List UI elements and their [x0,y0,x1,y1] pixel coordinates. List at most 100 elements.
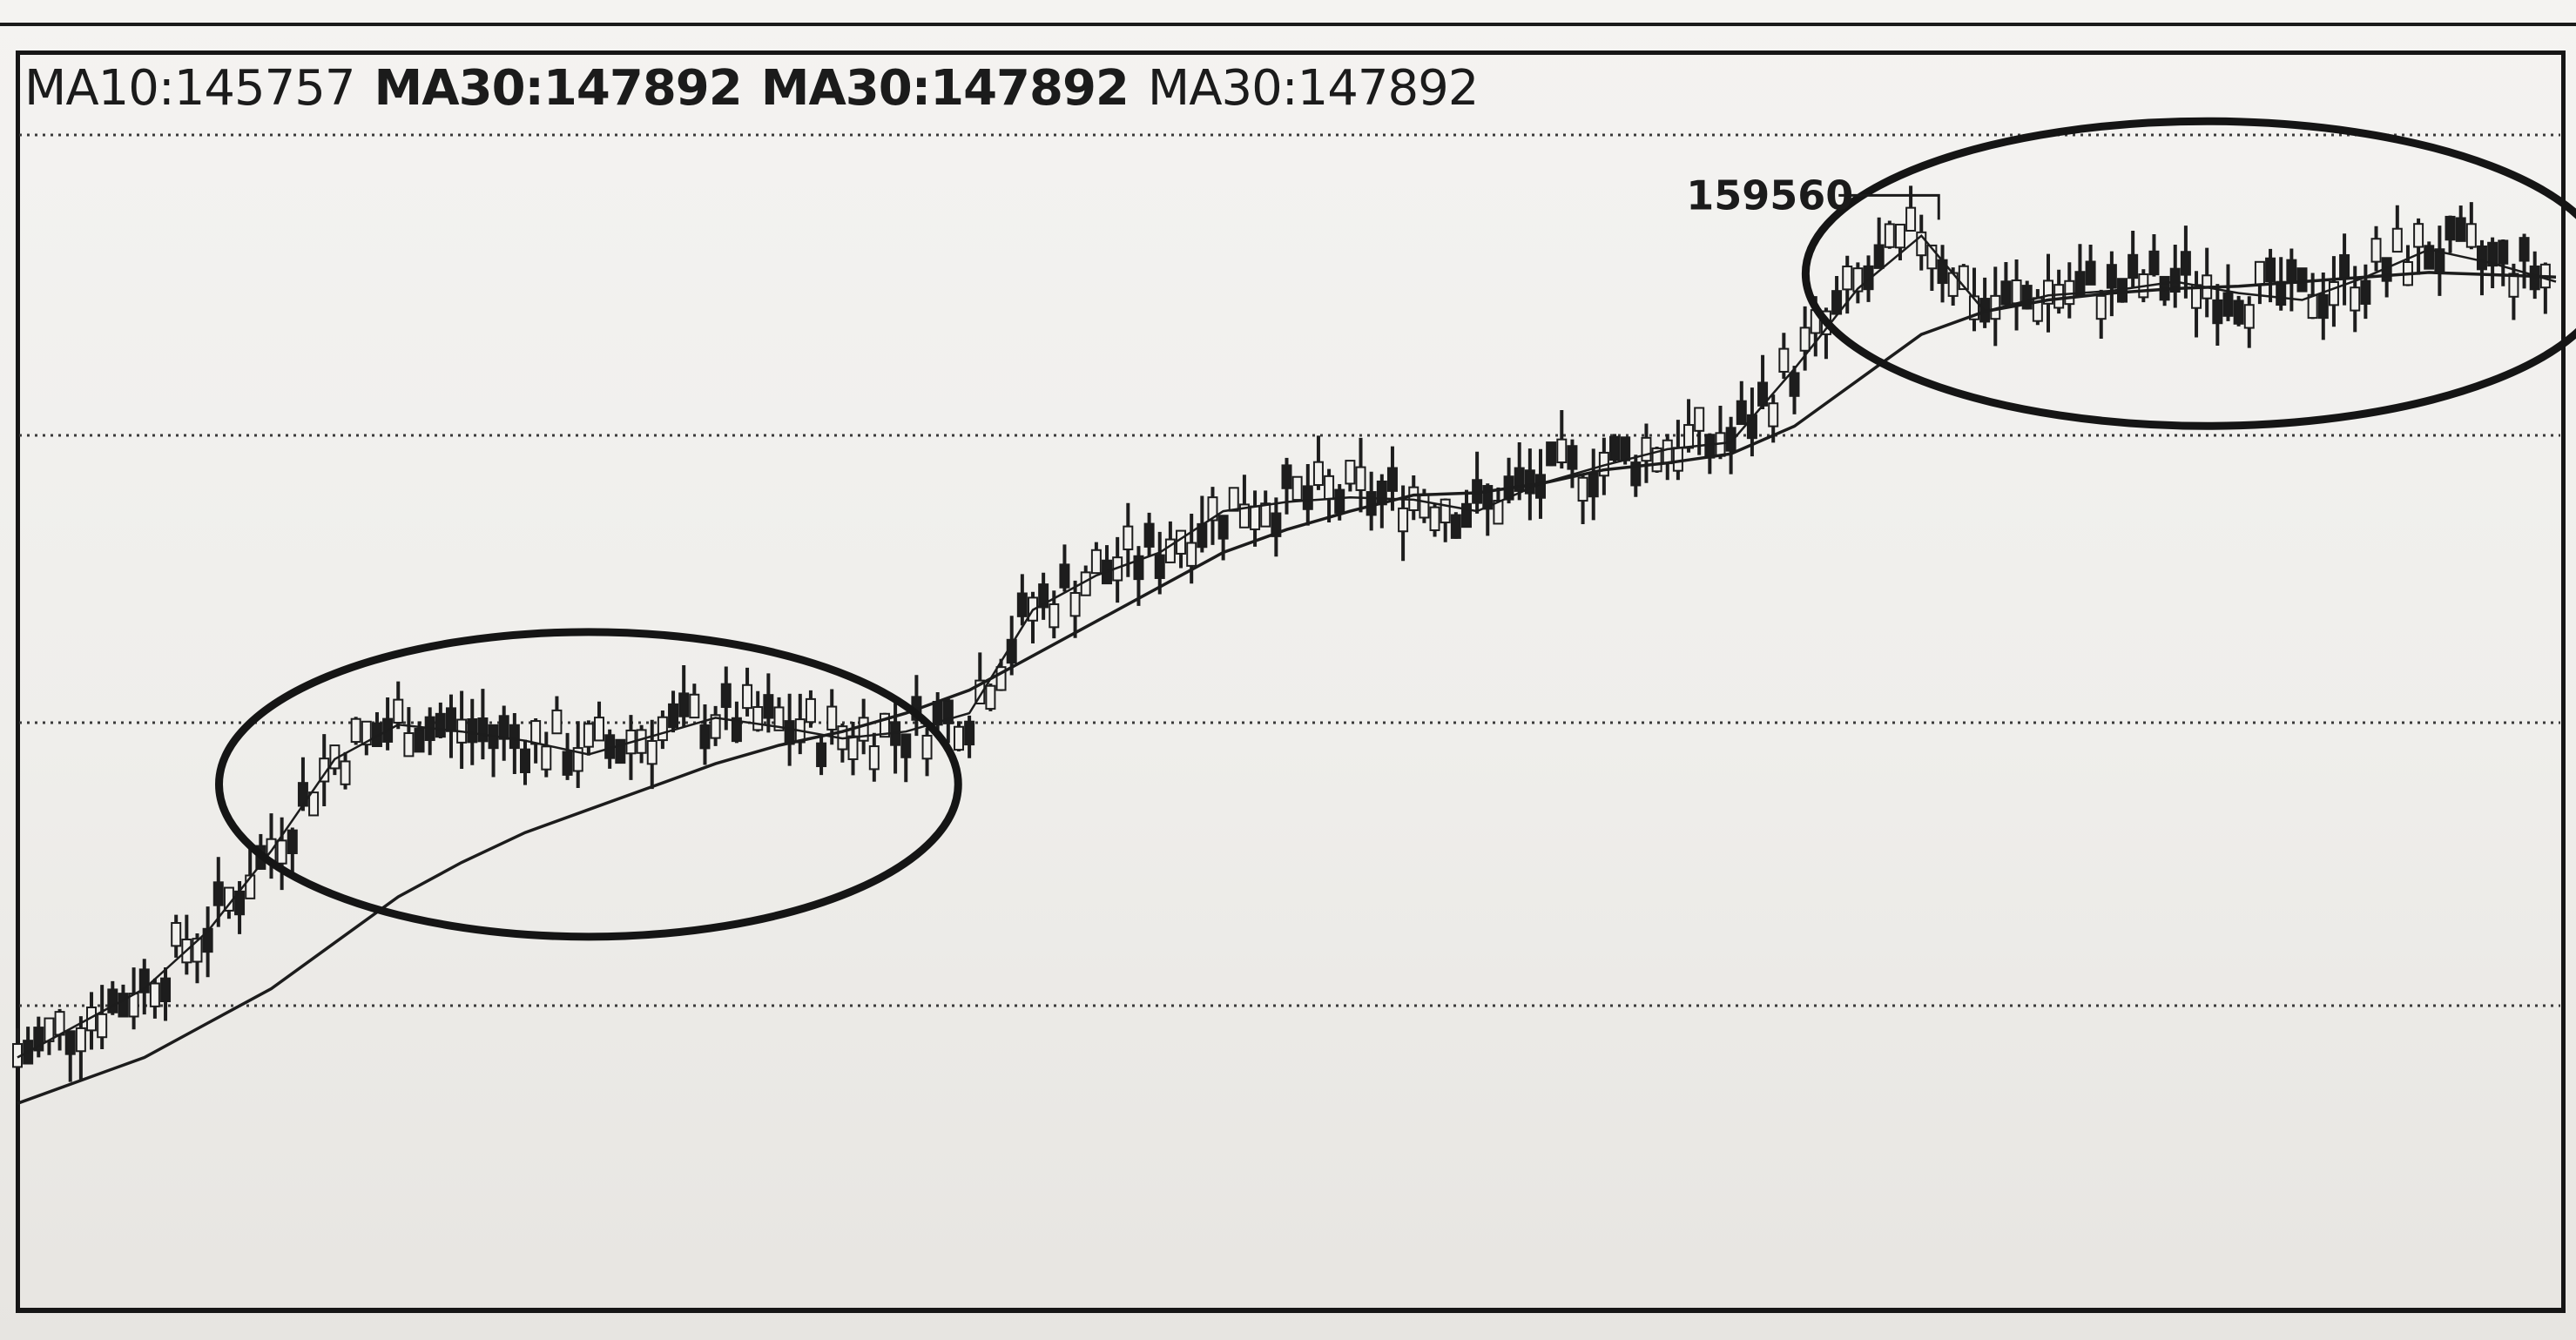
price-bar-body [2169,267,2181,293]
price-bar-body [138,968,150,993]
price-bar-body [308,791,320,817]
annotations: 159560 [1686,172,1940,220]
price-bar-body [763,694,774,719]
price-bar-body [1123,525,1134,550]
price-bar-body [1746,414,1757,440]
price-bar-body [1725,427,1736,452]
price-bar-body [2011,279,2022,305]
price-bar-body [1577,476,1588,502]
price-bar-body [1514,467,1525,492]
price-bar-body [1133,555,1144,581]
price-bar-body [1164,538,1176,563]
price-bar-body [276,839,287,865]
legend-item-ma10: MA10:145757 [24,59,356,117]
price-bar-body [1736,400,1747,426]
price-bar-body [1450,514,1461,539]
price-bar-body [414,728,425,753]
price-bar-body [1609,435,1621,461]
price-bar-body [1672,447,1683,472]
price-bar-body [868,745,880,771]
price-bar-body [1398,507,1409,533]
price-bar-body [403,732,415,758]
price-bar-body [2128,253,2139,279]
price-bar-body [1968,295,1979,320]
price-bar-body [2265,257,2276,283]
price-bar-body [974,679,986,704]
price-bar-body [678,692,690,717]
price-bar-body [752,706,764,731]
price-bar-body [784,720,795,745]
price-bar-body [1842,266,1853,291]
price-bar-body [2148,250,2160,276]
price-bar-body [467,717,478,744]
price-bar-body [900,733,912,758]
price-bar-body [54,1011,65,1036]
price-bar-body [1524,469,1535,495]
price-bar-body [1419,494,1430,519]
price-bar-body [33,1027,44,1052]
gridlines [19,133,2560,1007]
price-bar-body [1324,475,1335,501]
price-bar-body [1768,402,1779,428]
price-bar-body [2339,253,2350,279]
price-bar-body [562,751,573,776]
price-bar-body [2350,286,2361,312]
price-bar-body [1662,439,1673,465]
peak-leader-line [1838,193,1940,220]
price-bar-body [75,1027,86,1053]
price-bar-body [1429,506,1440,531]
price-bar-body [1683,424,1695,449]
price-bar-body [1958,265,1969,291]
price-bar-body [2106,264,2117,289]
legend-item-ma30-2: MA30:147892 [760,59,1130,117]
price-bar-body [1207,496,1218,522]
price-bar-body [953,725,964,751]
price-bar-body [509,724,520,750]
price-bar-body [1567,445,1578,470]
price-bar-body [2328,280,2339,306]
price-bar-body [2476,245,2487,271]
price-bar-body [1863,265,1874,291]
price-bar-body [773,706,785,731]
price-bar-body [2053,284,2065,309]
price-bar-body [572,747,583,772]
price-bar-body [2000,280,2012,306]
price-bar-body [1016,592,1028,617]
price-bar-body [160,977,172,1003]
price-bar-body [1651,447,1662,473]
price-bar-body [942,699,954,724]
price-bar-body [2317,293,2329,320]
price-bar-body [350,717,361,744]
price-bar-body [657,716,668,742]
price-bar-body [1630,461,1642,487]
price-bar-body [393,698,404,724]
price-bar-body [1069,592,1081,617]
price-bar-body [118,993,129,1018]
price-bar-body [1312,461,1324,487]
price-bar-body [847,735,859,760]
price-bar-body [964,720,975,746]
price-bar-body [107,988,118,1013]
price-bar-body [689,693,700,719]
legend-item-ma30-3: MA30:147892 [1147,59,1480,117]
top-toolbar-strip [0,0,2576,26]
price-bar-body [2064,279,2075,306]
price-bar-body [64,1030,76,1055]
price-bar-body [2222,292,2234,317]
price-bar-body [2021,285,2033,310]
price-bar-body [1704,434,1716,459]
price-bar-body [245,874,256,899]
price-bar-body [1493,500,1504,525]
price-bar-body [2233,300,2244,325]
price-bar-body [668,703,679,729]
price-bar-body [921,734,933,760]
price-bar-body [551,709,563,735]
price-bar-body [615,738,626,764]
price-bar-body [985,684,996,710]
price-bar-body [1799,327,1811,352]
price-bar-body [636,729,647,754]
price-bar-body [879,712,890,738]
price-bar-body [2243,304,2255,329]
price-bar-body [1186,542,1197,567]
